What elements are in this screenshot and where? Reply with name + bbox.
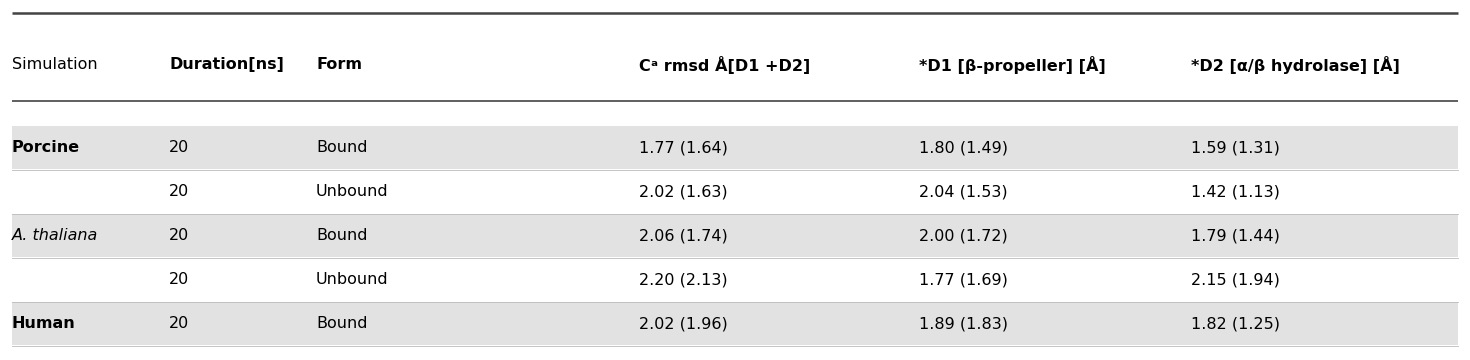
Text: 1.82 (1.25): 1.82 (1.25) (1191, 316, 1280, 331)
Text: 20: 20 (169, 184, 190, 199)
Text: 1.80 (1.49): 1.80 (1.49) (919, 140, 1008, 156)
Text: Bound: Bound (316, 316, 368, 331)
Text: 1.77 (1.64): 1.77 (1.64) (639, 140, 728, 156)
Text: *D2 [α/β hydrolase] [Å]: *D2 [α/β hydrolase] [Å] (1191, 56, 1399, 74)
Text: Form: Form (316, 57, 362, 72)
Text: *D1 [β-propeller] [Å]: *D1 [β-propeller] [Å] (919, 56, 1105, 74)
Text: 2.02 (1.63): 2.02 (1.63) (639, 184, 728, 199)
Text: 2.02 (1.96): 2.02 (1.96) (639, 316, 728, 331)
Text: 2.00 (1.72): 2.00 (1.72) (919, 228, 1007, 243)
Text: Unbound: Unbound (316, 184, 388, 199)
Text: Cᵃ rmsd Å[D1 +D2]: Cᵃ rmsd Å[D1 +D2] (639, 56, 810, 74)
Text: 20: 20 (169, 140, 190, 156)
Text: Porcine: Porcine (12, 140, 79, 156)
Text: 20: 20 (169, 272, 190, 287)
Text: Duration[ns]: Duration[ns] (169, 57, 284, 72)
Text: 2.15 (1.94): 2.15 (1.94) (1191, 272, 1279, 287)
Bar (12, 302, 1458, 345)
Text: 20: 20 (169, 316, 190, 331)
Text: Human: Human (12, 316, 75, 331)
Text: 2.06 (1.74): 2.06 (1.74) (639, 228, 728, 243)
Text: 1.79 (1.44): 1.79 (1.44) (1191, 228, 1279, 243)
Text: Bound: Bound (316, 228, 368, 243)
Text: Unbound: Unbound (316, 272, 388, 287)
Bar (12, 126, 1458, 169)
Text: 1.77 (1.69): 1.77 (1.69) (919, 272, 1007, 287)
Text: A. thaliana: A. thaliana (12, 228, 98, 243)
Text: 2.04 (1.53): 2.04 (1.53) (919, 184, 1007, 199)
Text: Simulation: Simulation (12, 57, 97, 72)
Text: 1.59 (1.31): 1.59 (1.31) (1191, 140, 1279, 156)
Text: Bound: Bound (316, 140, 368, 156)
Bar (12, 214, 1458, 257)
Text: 2.20 (2.13): 2.20 (2.13) (639, 272, 728, 287)
Text: 1.89 (1.83): 1.89 (1.83) (919, 316, 1008, 331)
Text: 1.42 (1.13): 1.42 (1.13) (1191, 184, 1279, 199)
Text: 20: 20 (169, 228, 190, 243)
